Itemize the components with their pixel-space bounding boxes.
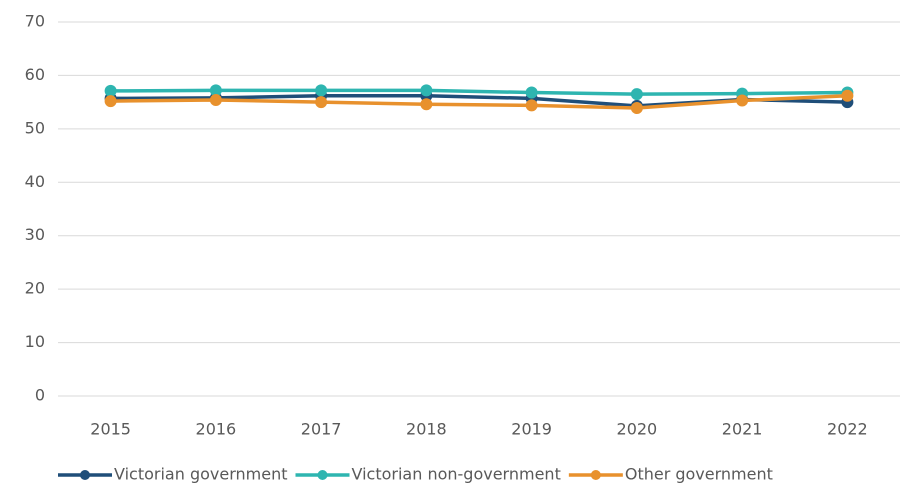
data-point	[630, 102, 643, 115]
data-point	[104, 84, 117, 97]
data-point	[525, 86, 538, 99]
legend-marker	[317, 470, 328, 480]
data-point	[209, 94, 222, 107]
data-point	[630, 88, 643, 101]
data-point	[420, 98, 433, 111]
series-line	[110, 93, 848, 110]
x-tick-label: 2019	[511, 420, 552, 439]
y-tick-label: 20	[25, 279, 45, 298]
series-line	[110, 88, 848, 96]
data-point	[209, 84, 222, 97]
y-tick-label: 10	[25, 332, 45, 351]
y-tick-label: 50	[25, 118, 45, 137]
x-tick-label: 2018	[406, 420, 447, 439]
legend-label: Other government	[625, 465, 773, 484]
data-point	[104, 95, 117, 108]
x-tick-label: 2020	[617, 420, 658, 439]
y-tick-label: 0	[35, 386, 45, 405]
x-tick-label: 2017	[301, 420, 342, 439]
x-tick-label: 2022	[827, 420, 868, 439]
data-point	[315, 84, 328, 97]
y-tick-label: 60	[25, 65, 45, 84]
legend-label: Victorian government	[114, 465, 288, 484]
x-tick-label: 2021	[722, 420, 763, 439]
y-tick-label: 30	[25, 225, 45, 244]
legend-marker	[80, 470, 90, 480]
data-point	[315, 96, 328, 109]
legend-label: Victorian non-government	[352, 465, 561, 484]
y-tick-label: 40	[25, 172, 45, 191]
legend-marker	[590, 470, 601, 480]
y-tick-label: 70	[25, 12, 45, 31]
data-point	[841, 89, 854, 102]
data-point	[736, 94, 749, 107]
data-point	[525, 99, 538, 112]
x-tick-label: 2015	[90, 420, 131, 439]
data-point	[420, 84, 433, 97]
x-tick-label: 2016	[196, 420, 237, 439]
